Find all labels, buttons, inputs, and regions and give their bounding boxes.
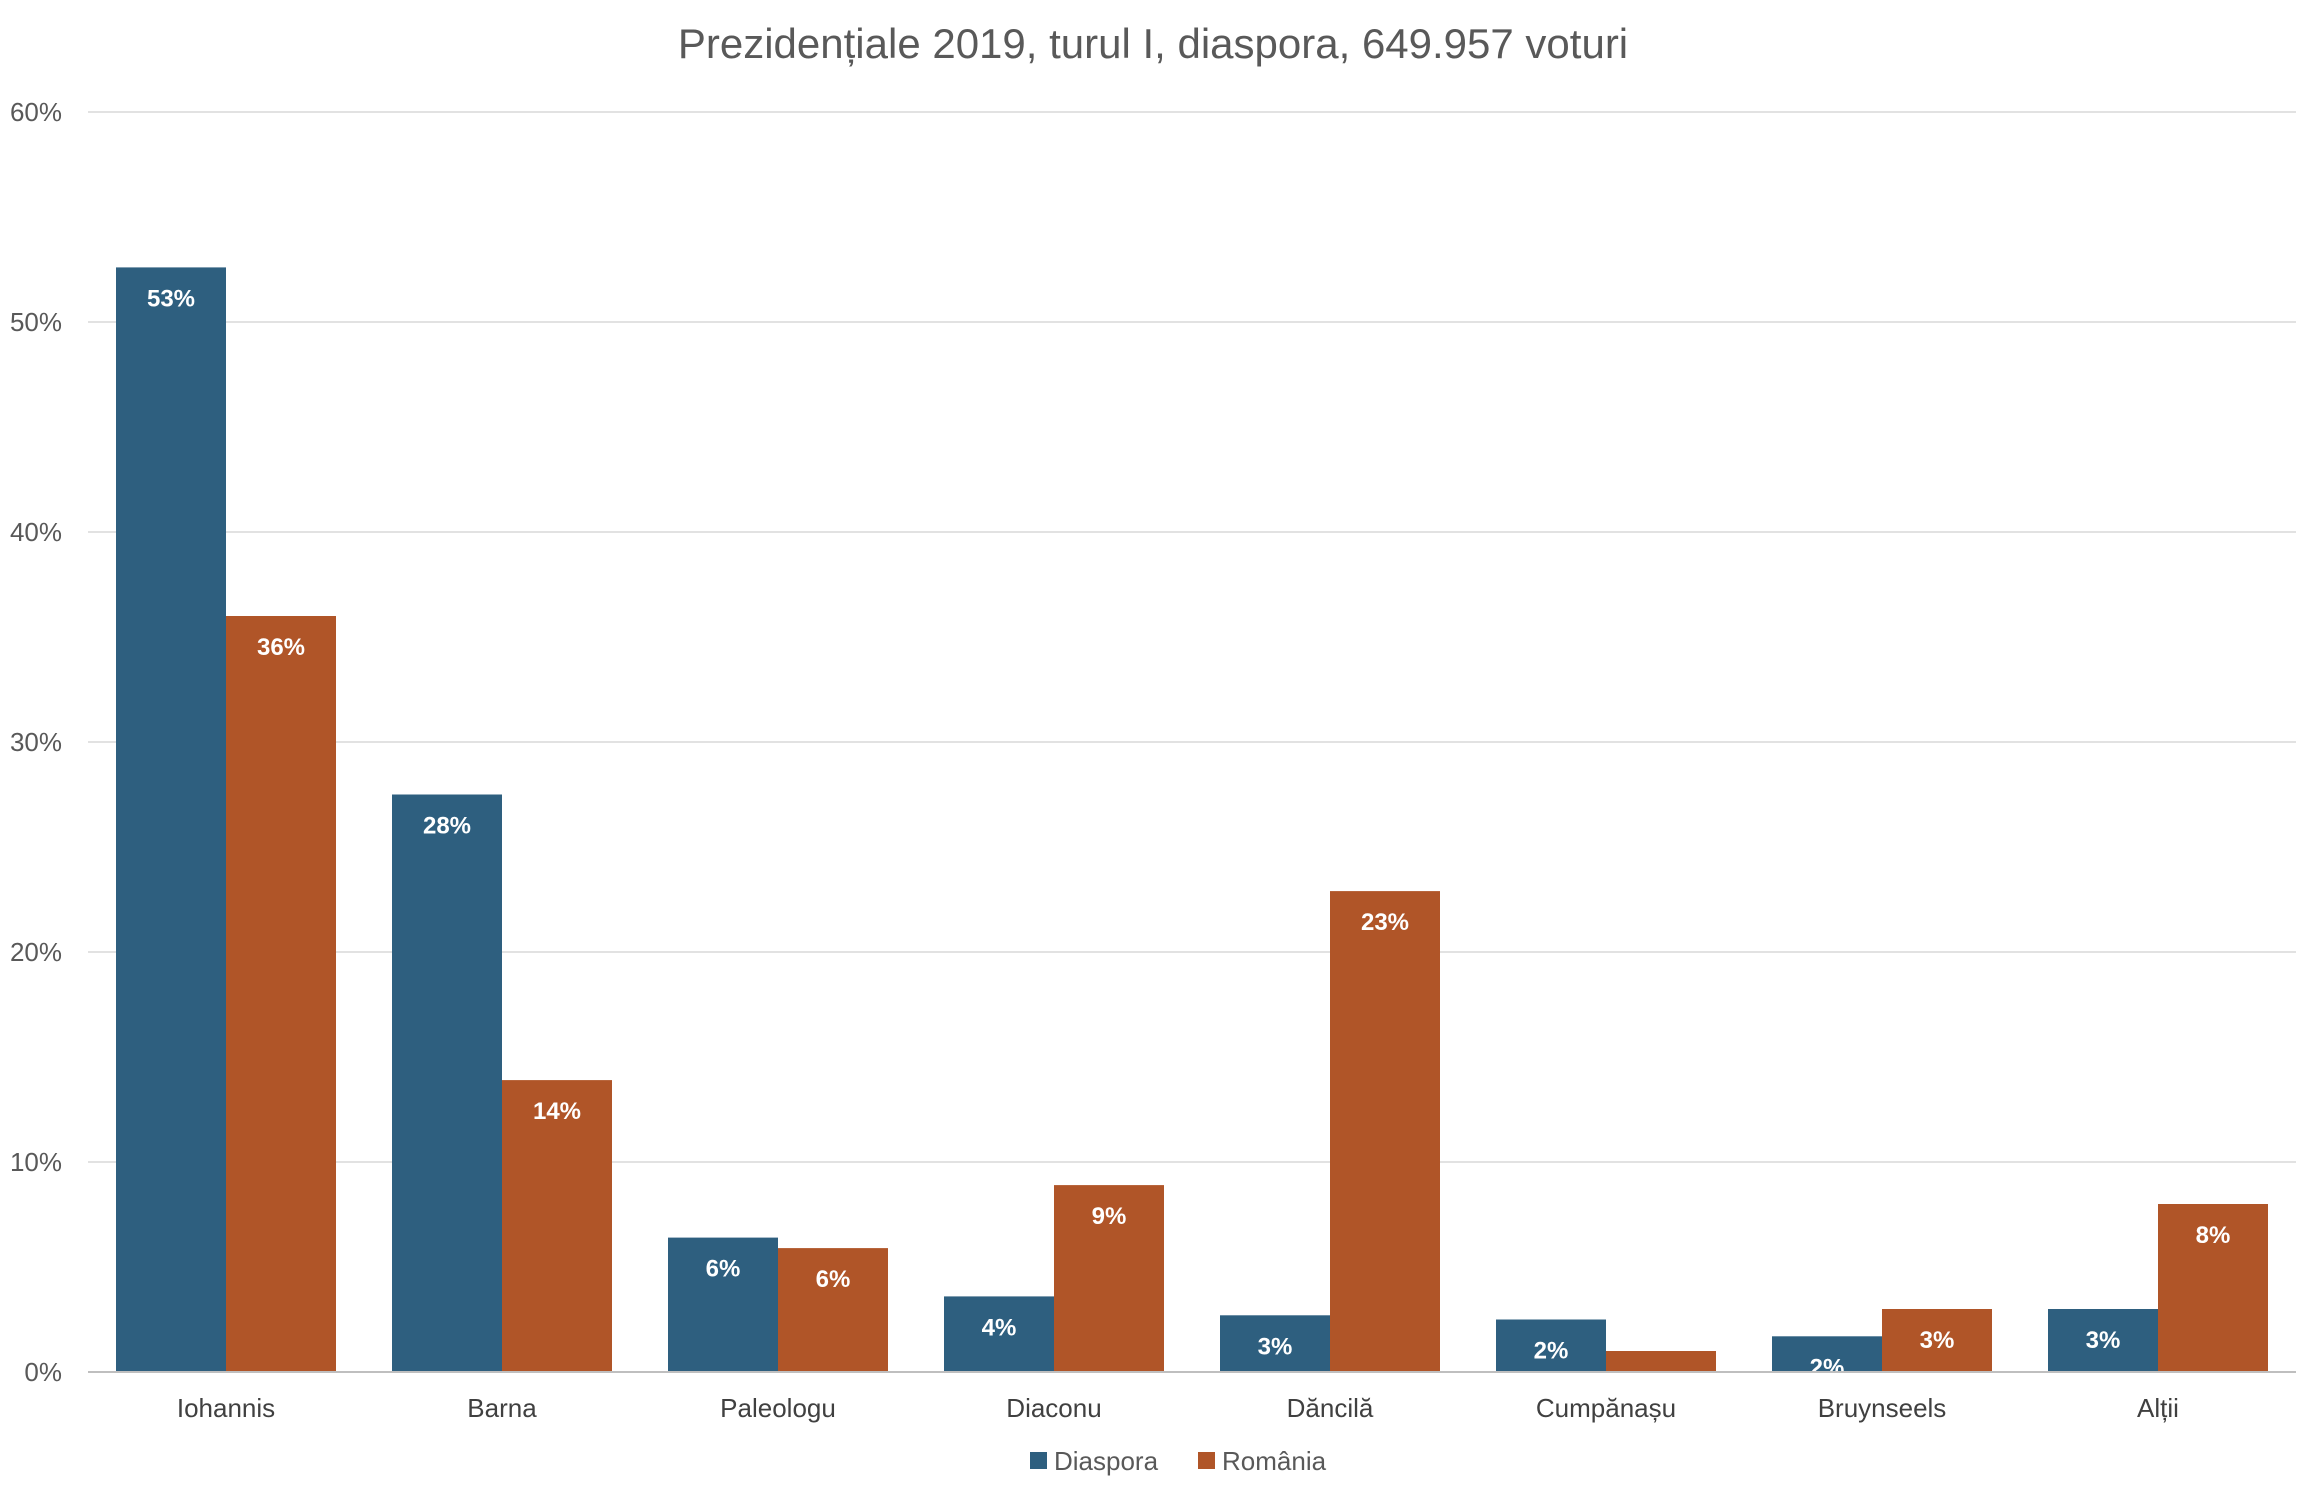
bar-romnia-5	[1606, 1351, 1716, 1372]
x-category-label: Iohannis	[177, 1393, 275, 1423]
bar-diaspora-1	[392, 794, 502, 1372]
y-tick-label: 50%	[10, 307, 62, 337]
bar-diaspora-4	[1220, 1315, 1330, 1372]
bar-romnia-7	[2158, 1204, 2268, 1372]
data-label: 3%	[2086, 1327, 2121, 1354]
legend-swatch	[1198, 1452, 1215, 1469]
data-label: 9%	[1092, 1203, 1127, 1230]
y-tick-label: 60%	[10, 97, 62, 127]
data-labels: 53% 36% 28% 14% 6% 6% 4% 9% 3% 23% 2% 2% 3% 3% 8%	[147, 285, 2230, 1381]
chart-title: Prezidențiale 2019, turul I, diaspora, 6…	[678, 20, 1628, 67]
bar-diaspora-6	[1772, 1336, 1882, 1372]
bars	[116, 267, 2268, 1372]
data-label: 14%	[533, 1098, 581, 1125]
data-label: 53%	[147, 285, 195, 312]
data-label: 36%	[257, 634, 305, 661]
legend-label: România	[1222, 1446, 1327, 1476]
x-category-label: Barna	[467, 1393, 537, 1423]
y-tick-label: 0%	[24, 1357, 62, 1387]
bar-romnia-6	[1882, 1309, 1992, 1372]
bar-romnia-4	[1330, 891, 1440, 1372]
bar-romnia-0	[226, 616, 336, 1372]
data-label: 4%	[982, 1314, 1017, 1341]
y-tick-label: 20%	[10, 937, 62, 967]
bar-romnia-1	[502, 1080, 612, 1372]
x-category-label: Cumpănașu	[1536, 1393, 1676, 1423]
y-tick-label: 30%	[10, 727, 62, 757]
data-label: 2%	[1810, 1354, 1845, 1381]
x-category-label: Dăncilă	[1287, 1393, 1374, 1423]
data-label: 6%	[706, 1256, 741, 1283]
bar-romnia-3	[1054, 1185, 1164, 1372]
legend: Diaspora România	[1030, 1446, 1327, 1476]
data-label: 2%	[1534, 1338, 1569, 1365]
x-axis-category-labels: Iohannis Barna Paleologu Diaconu Dăncilă Cump…	[177, 1393, 2179, 1423]
data-label: 6%	[816, 1266, 851, 1293]
y-axis-ticks: 0% 10% 20% 30% 40% 50% 60%	[10, 97, 62, 1387]
y-tick-label: 40%	[10, 517, 62, 547]
x-category-label: Paleologu	[720, 1393, 836, 1423]
y-tick-label: 10%	[10, 1147, 62, 1177]
bar-diaspora-7	[2048, 1309, 2158, 1372]
x-category-label: Alții	[2137, 1393, 2179, 1423]
bar-diaspora-2	[668, 1237, 778, 1372]
data-label: 3%	[1258, 1333, 1293, 1360]
bar-diaspora-0	[116, 267, 226, 1372]
data-label: 23%	[1361, 909, 1409, 936]
data-label: 8%	[2196, 1222, 2231, 1249]
legend-swatch	[1030, 1452, 1047, 1469]
data-label: 28%	[423, 813, 471, 840]
legend-label: Diaspora	[1054, 1446, 1159, 1476]
x-category-label: Diaconu	[1006, 1393, 1101, 1423]
bar-diaspora-3	[944, 1296, 1054, 1372]
x-category-label: Bruynseels	[1818, 1393, 1947, 1423]
data-label: 3%	[1920, 1327, 1955, 1354]
bar-romnia-2	[778, 1248, 888, 1372]
bar-diaspora-5	[1496, 1319, 1606, 1372]
